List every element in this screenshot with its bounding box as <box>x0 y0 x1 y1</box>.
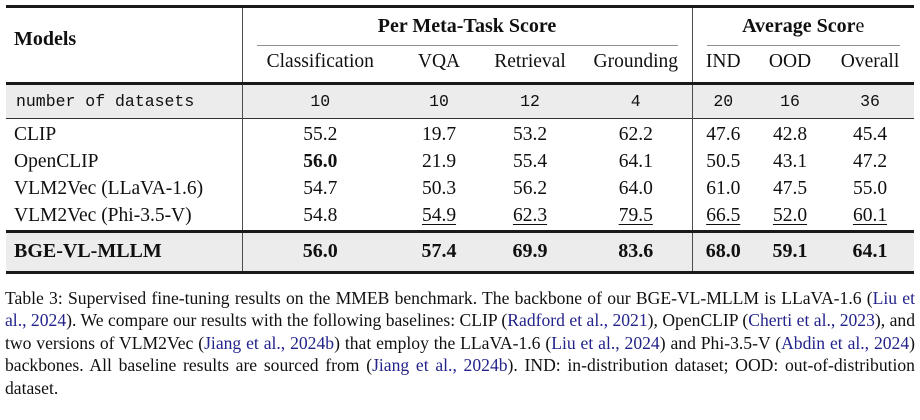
table-cell: 79.5 <box>618 205 653 226</box>
table-cell: 54.9 <box>421 205 457 226</box>
caption-text: ) backbones. All baseline results are so… <box>5 332 915 376</box>
caption-text: ), and two versions of VLM2Vec ( <box>5 310 915 353</box>
datasets-count-cell: 12 <box>480 82 580 119</box>
col-header-models: Models <box>14 27 77 50</box>
table-cell: 60.1 <box>852 205 888 226</box>
table-cell: 54.8 <box>241 202 398 231</box>
table-row: CLIP 55.2 19.7 53.2 62.2 47.6 42.8 45.4 <box>6 118 915 149</box>
table-cell: 55.0 <box>852 178 888 199</box>
table-cell: 55.4 <box>512 151 548 172</box>
table-cell: 64.1 <box>618 151 653 172</box>
model-name: BGE-VL-MLLM <box>6 229 242 272</box>
citation-link[interactable]: Liu et al., 2024 <box>551 332 660 353</box>
table-cell: 69.9 <box>480 229 580 272</box>
table-cell: 61.0 <box>691 175 754 203</box>
table-cell: 62.3 <box>512 205 548 226</box>
table-cell: 57.4 <box>398 229 480 272</box>
table-row: OpenCLIP 56.0 21.9 55.4 64.1 50.5 43.1 4… <box>6 148 914 176</box>
table-cell: 56.0 <box>241 148 398 176</box>
caption-text: ). We compare our results with the follo… <box>66 310 508 331</box>
table-caption: Table 3: Supervised fine-tuning results … <box>5 287 915 400</box>
table-cell: 42.8 <box>754 118 826 149</box>
citation-link[interactable]: Jiang et al., 2024b <box>372 355 508 376</box>
table-cell: 43.1 <box>772 151 808 172</box>
model-name: OpenCLIP <box>14 151 99 172</box>
table-cell: 83.6 <box>580 229 692 272</box>
table-cell: 62.2 <box>580 118 692 149</box>
group-header-average-score-label: Average Score <box>706 8 901 46</box>
model-name: VLM2Vec (LLaVA-1.6) <box>14 178 204 199</box>
table-cell: 45.4 <box>826 118 915 149</box>
datasets-count-label: number of datasets <box>6 82 242 119</box>
datasets-count-row: number of datasets 10 10 12 4 20 16 36 <box>6 82 915 119</box>
table-cell: 52.0 <box>772 205 808 226</box>
table-cell: 64.1 <box>826 229 915 272</box>
datasets-count-cell: 4 <box>580 82 692 119</box>
datasets-count-cell: 10 <box>241 82 398 119</box>
col-header-vqa: VQA <box>417 51 461 72</box>
table-cell: 50.3 <box>421 178 457 199</box>
citation-link[interactable]: Liu et al., 2024 <box>5 287 916 331</box>
caption-text: ). IND: in-distribution dataset; OOD: ou… <box>5 355 915 398</box>
citation-link[interactable]: Abdin et al., 2024 <box>781 332 910 353</box>
table-row: VLM2Vec (Phi-3.5-V) 54.8 54.9 62.3 79.5 … <box>6 202 914 231</box>
col-header-overall: Overall <box>840 51 900 72</box>
table-cell: 59.1 <box>754 229 826 272</box>
table-cell: 68.0 <box>691 229 754 272</box>
table-cell: 64.0 <box>618 178 653 199</box>
citation-link[interactable]: Cherti et al., 2023 <box>748 310 875 331</box>
table-cell: 53.2 <box>480 118 580 149</box>
results-table: Models Per Meta-Task Score Average Score… <box>6 5 915 274</box>
col-header-grounding: Grounding <box>593 51 679 72</box>
table-cell: 47.6 <box>691 118 754 149</box>
table-cell: 50.5 <box>691 148 754 176</box>
table-row: VLM2Vec (LLaVA-1.6) 54.7 50.3 56.2 64.0 … <box>6 175 914 203</box>
group-header-per-meta-task-label: Per Meta-Task Score <box>256 8 678 46</box>
group-header-row: Models Per Meta-Task Score Average Score <box>6 6 915 50</box>
datasets-count-cell: 20 <box>691 82 754 119</box>
table-cell: 66.5 <box>691 202 754 231</box>
caption-text: ) and Phi-3.5-V ( <box>659 332 782 353</box>
col-header-ind: IND <box>691 46 754 84</box>
model-name: VLM2Vec (Phi-3.5-V) <box>14 205 192 226</box>
caption-text: Table 3: Supervised fine-tuning results … <box>5 287 873 308</box>
table-cell: 47.5 <box>772 178 808 199</box>
citation-link[interactable]: Radford et al., 2021 <box>507 310 648 331</box>
table-cell: 19.7 <box>398 118 480 149</box>
col-header-ood: OOD <box>768 51 812 72</box>
caption-text: ) that employ the LLaVA-1.6 ( <box>334 332 552 353</box>
table-cell: 55.2 <box>241 118 398 149</box>
benchmark-table: Models Per Meta-Task Score Average Score… <box>6 5 915 274</box>
highlight-row: BGE-VL-MLLM 56.0 57.4 69.9 83.6 68.0 59.… <box>6 229 915 272</box>
col-header-retrieval: Retrieval <box>494 51 566 72</box>
datasets-count-cell: 36 <box>826 82 915 119</box>
datasets-count-cell: 10 <box>398 82 480 119</box>
group-header-per-meta-task: Per Meta-Task Score <box>241 6 692 46</box>
datasets-count-cell: 16 <box>754 82 826 119</box>
citation-link[interactable]: Jiang et al., 2024b <box>204 332 335 353</box>
table-cell: 56.2 <box>512 178 548 199</box>
caption-text: ), OpenCLIP ( <box>647 310 749 331</box>
table-cell: 54.7 <box>241 175 398 203</box>
table-cell: 21.9 <box>421 151 457 172</box>
col-header-classification: Classification <box>241 46 398 84</box>
table-cell: 47.2 <box>852 151 888 172</box>
sub-header-row: Classification VQA Retrieval Grounding I… <box>6 46 914 84</box>
group-header-average-score: Average Score <box>691 6 915 46</box>
model-name: CLIP <box>6 118 242 149</box>
table-cell: 56.0 <box>241 229 398 272</box>
